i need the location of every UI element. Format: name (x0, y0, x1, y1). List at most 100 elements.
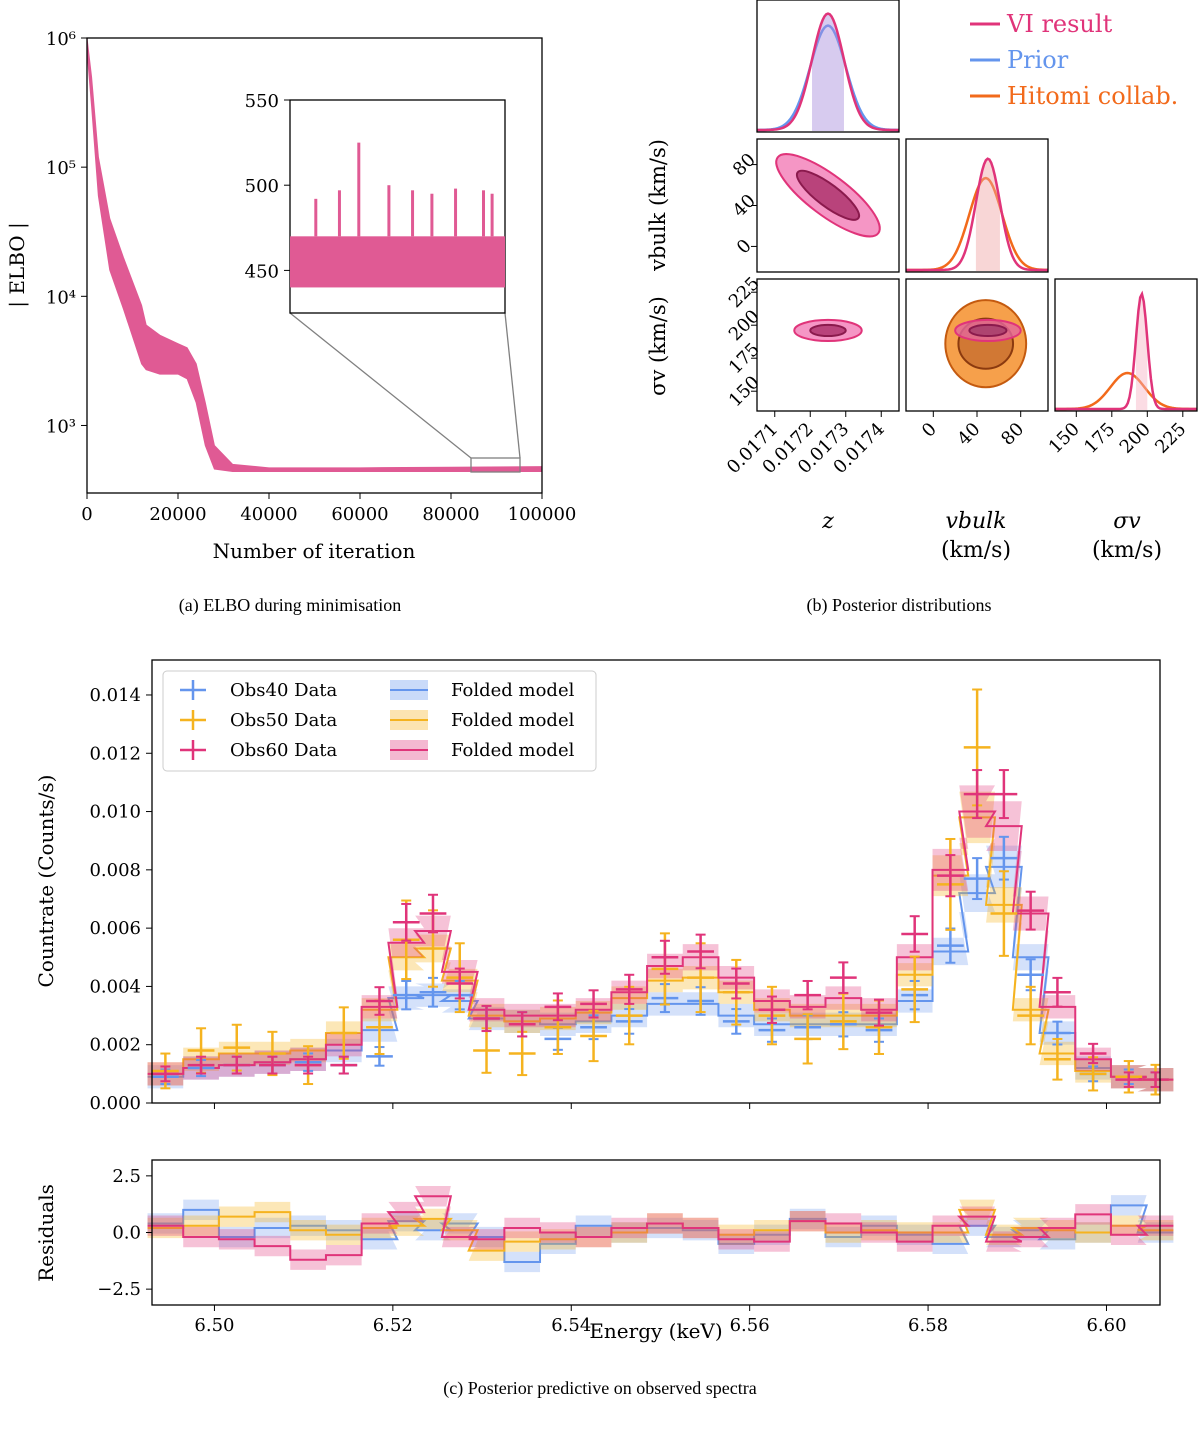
elbo-xtick-label: 40000 (240, 504, 297, 525)
elbo-xtick-label: 100000 (508, 504, 577, 525)
caption-a: (a) ELBO during minimisation (179, 595, 401, 616)
inset-ytick-label: 450 (245, 261, 279, 282)
caption-b: (b) Posterior distributions (807, 595, 992, 616)
elbo-inset: 450 500 550 (245, 91, 505, 288)
corner-xlabel-sigma: σv (1113, 509, 1141, 534)
corner-xlabel-sigma-unit: (km/s) (1092, 538, 1162, 563)
spectra-panel: 6.50 6.52 6.54 6.56 6.58 6.60 0.000 0.002 0.004 0… (34, 659, 1174, 1399)
corner-ylabel-sigma: σv (km/s) (646, 296, 670, 396)
sigma-xtick-label: 175 (1080, 419, 1119, 458)
zoom-connector-right (504, 312, 521, 459)
elbo-panel: 0 20000 40000 60000 80000 10000010³10⁴10⁵10⁶ … (5, 29, 576, 616)
sigma-marginal-vi (1055, 290, 1197, 411)
elbo-xtick-label: 20000 (149, 504, 206, 525)
elbo-xtick-label: 60000 (331, 504, 388, 525)
vbulk-xtick-label: 0 (918, 419, 941, 442)
legend-label-vi: VI result (1006, 10, 1113, 38)
z-vbulk-contour-inner (795, 169, 861, 221)
elbo-ylabel: | ELBO | (5, 222, 30, 308)
vbulk-xtick-label: 40 (953, 419, 984, 450)
corner-legend: VI result Prior Hitomi collab. (970, 10, 1178, 110)
legend-data-label: Obs40 Data (230, 680, 338, 701)
zoom-region-box (470, 457, 521, 473)
vbulk-ytick-label: 40 (729, 190, 760, 221)
legend-label-prior: Prior (1007, 46, 1069, 74)
obs60-residual-band (147, 1186, 1174, 1270)
elbo-ytick-label: 10⁶ (46, 29, 76, 50)
residuals-xtick-label: 6.50 (194, 1315, 234, 1336)
residuals-xtick-label: 6.60 (1086, 1315, 1126, 1336)
legend-data-label: Obs60 Data (230, 740, 338, 761)
spectra-ytick-label: 0.002 (89, 1035, 141, 1056)
spectra-xlabel: Energy (keV) (589, 1319, 722, 1343)
residuals-xtick-label: 6.56 (730, 1315, 770, 1336)
sigma-ytick-label: 175 (725, 339, 764, 378)
sigma-xtick-label: 150 (1045, 419, 1084, 458)
legend-model-label: Folded model (451, 710, 575, 731)
z-marginal-prior (756, 24, 900, 132)
spectra-axes-frame (151, 659, 1161, 1104)
corner-frame-z-sigma (756, 278, 900, 412)
legend-label-hitomi: Hitomi collab. (1007, 82, 1178, 110)
corner-ylabel-vbulk: vbulk (km/s) (646, 139, 670, 272)
corner-xlabel-z: z (821, 509, 834, 534)
residuals-xtick-label: 6.54 (551, 1315, 591, 1336)
sigma-xtick-label: 200 (1116, 419, 1155, 458)
legend-data-label: Obs50 Data (230, 710, 338, 731)
obs50-model-band (147, 791, 1174, 1092)
obs40-model-band (147, 845, 1174, 1092)
residuals-xtick-label: 6.58 (908, 1315, 948, 1336)
vbulk-marginal-vi (906, 157, 1049, 272)
sigma-xtick-label: 225 (1151, 419, 1190, 458)
vbulk-xtick-label: 80 (997, 419, 1028, 450)
vbulk-ytick-label: 80 (729, 149, 760, 180)
z-interval-fill (812, 13, 844, 132)
spectra-ylabel: Countrate (Counts/s) (34, 775, 58, 988)
spectra-ytick-label: 0.010 (89, 802, 141, 823)
vbulk-interval-fill (975, 158, 1000, 271)
elbo-ticks: 0 20000 40000 60000 80000 100000 10³ 10⁴ 10⁵ 10⁶ (46, 29, 576, 525)
spectra-legend: Obs40 Data Folded model Obs50 Data Folded m… (162, 670, 597, 772)
obs60-model-line (147, 810, 1174, 1081)
vbulk-ytick-label: 0 (733, 235, 756, 258)
corner-xlabel-vbulk-unit: (km/s) (941, 538, 1011, 563)
elbo-xtick-label: 0 (81, 504, 92, 525)
spectra-ytick-label: 0.004 (89, 976, 141, 997)
obs60-residual-line (147, 1195, 1174, 1261)
spectra-residuals (147, 1186, 1174, 1273)
spectra-ytick-label: 0.008 (89, 860, 141, 881)
residuals-ylabel: Residuals (34, 1184, 58, 1282)
inset-ytick-label: 500 (245, 176, 279, 197)
inset-ytick-label: 550 (245, 91, 279, 112)
legend-box (162, 670, 597, 772)
sigma-marginal-hitomi (1054, 371, 1198, 411)
spectra-ticks: 6.50 6.52 6.54 6.56 6.58 6.60 0.000 0.002 0.004 0… (89, 685, 1126, 1336)
spectra-ytick-label: 0.000 (89, 1093, 141, 1114)
spectra-ytick-label: 0.012 (89, 743, 141, 764)
elbo-ytick-label: 10⁴ (46, 287, 76, 308)
z-sigma-contour-inner (809, 323, 847, 338)
residuals-ytick-label: 2.5 (112, 1166, 141, 1187)
residuals-xtick-label: 6.52 (373, 1315, 413, 1336)
inset-band (290, 236, 505, 288)
sigma-ytick-label: 150 (725, 372, 764, 411)
spectra-ytick-label: 0.014 (89, 685, 141, 706)
z-marginal-frame (756, 0, 900, 133)
elbo-axes-frame (86, 37, 543, 494)
zoom-connector-left (289, 312, 472, 459)
z-marginal-vi (756, 12, 900, 132)
obs50-residual-band (147, 1199, 1174, 1261)
corner-content: 040801501752002250.01710.01720.01730.017… (723, 0, 1198, 478)
corner-panel: 040801501752002250.01710.01720.01730.017… (646, 0, 1198, 616)
residuals-ytick-label: 0.0 (112, 1223, 141, 1244)
elbo-xlabel: Number of iteration (213, 539, 416, 563)
residuals-ytick-label: −2.5 (97, 1279, 141, 1300)
elbo-xtick-label: 80000 (422, 504, 479, 525)
vbulk-sigma-vi-inner (968, 323, 1008, 338)
obs40-residual-band (147, 1195, 1174, 1273)
caption-c: (c) Posterior predictive on observed spe… (443, 1378, 756, 1399)
elbo-ytick-label: 10³ (46, 416, 76, 437)
sigma-ytick-label: 200 (725, 306, 764, 345)
spectra-ytick-label: 0.006 (89, 918, 141, 939)
